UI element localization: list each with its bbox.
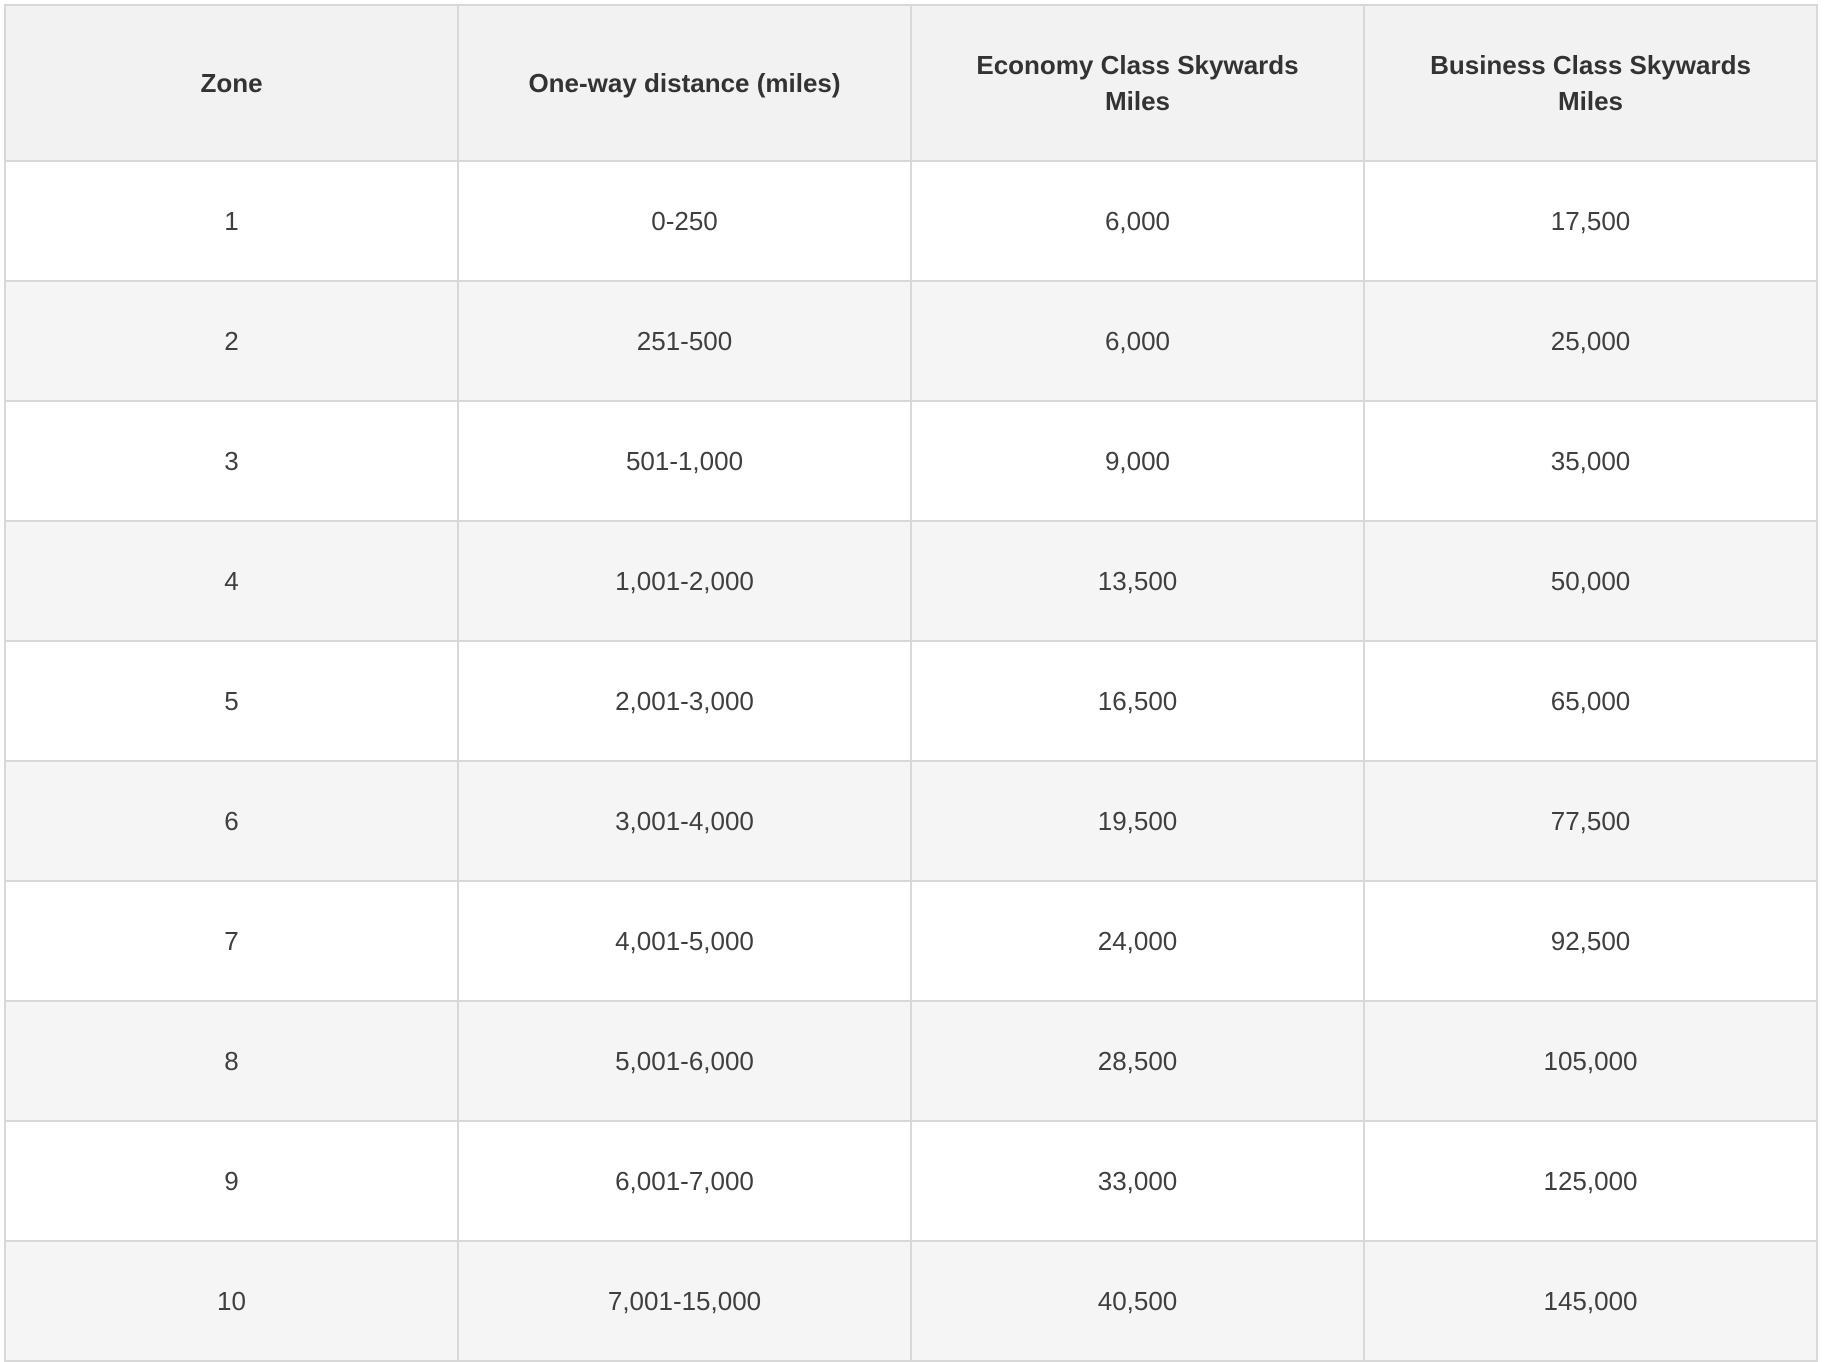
column-header-economy-miles: Economy Class Skywards Miles <box>910 4 1365 162</box>
column-header-business-miles: Business Class Skywards Miles <box>1363 4 1818 162</box>
table-row-zone-1: 1 0-250 6,000 17,500 <box>4 160 1818 282</box>
table-row-zone-10: 10 7,001-15,000 40,500 145,000 <box>4 1240 1818 1362</box>
distance-cell: 5,001-6,000 <box>457 1000 912 1122</box>
business-miles-cell: 125,000 <box>1363 1120 1818 1242</box>
business-miles-cell: 145,000 <box>1363 1240 1818 1362</box>
business-miles-cell: 50,000 <box>1363 520 1818 642</box>
zone-cell: 10 <box>4 1240 459 1362</box>
economy-miles-cell: 6,000 <box>910 280 1365 402</box>
zone-cell: 4 <box>4 520 459 642</box>
business-miles-cell: 65,000 <box>1363 640 1818 762</box>
economy-miles-cell: 40,500 <box>910 1240 1365 1362</box>
table-row-zone-5: 5 2,001-3,000 16,500 65,000 <box>4 640 1818 762</box>
distance-cell: 2,001-3,000 <box>457 640 912 762</box>
table-row-zone-9: 9 6,001-7,000 33,000 125,000 <box>4 1120 1818 1242</box>
business-miles-cell: 35,000 <box>1363 400 1818 522</box>
business-miles-cell: 25,000 <box>1363 280 1818 402</box>
zone-cell: 7 <box>4 880 459 1002</box>
zone-cell: 6 <box>4 760 459 882</box>
economy-miles-cell: 9,000 <box>910 400 1365 522</box>
distance-cell: 4,001-5,000 <box>457 880 912 1002</box>
zone-cell: 3 <box>4 400 459 522</box>
table-row-zone-7: 7 4,001-5,000 24,000 92,500 <box>4 880 1818 1002</box>
table-row-zone-3: 3 501-1,000 9,000 35,000 <box>4 400 1818 522</box>
distance-cell: 6,001-7,000 <box>457 1120 912 1242</box>
column-header-label: Business Class Skywards Miles <box>1430 49 1751 116</box>
distance-cell: 7,001-15,000 <box>457 1240 912 1362</box>
economy-miles-cell: 24,000 <box>910 880 1365 1002</box>
economy-miles-cell: 13,500 <box>910 520 1365 642</box>
zone-cell: 2 <box>4 280 459 402</box>
column-header-label: Economy Class Skywards Miles <box>976 49 1299 116</box>
table-row-zone-4: 4 1,001-2,000 13,500 50,000 <box>4 520 1818 642</box>
distance-cell: 3,001-4,000 <box>457 760 912 882</box>
table-row-zone-8: 8 5,001-6,000 28,500 105,000 <box>4 1000 1818 1122</box>
table-row-zone-2: 2 251-500 6,000 25,000 <box>4 280 1818 402</box>
distance-cell: 1,001-2,000 <box>457 520 912 642</box>
skywards-miles-table: Zone One-way distance (miles) Economy Cl… <box>4 4 1818 1362</box>
column-header-one-way-distance: One-way distance (miles) <box>457 4 912 162</box>
economy-miles-cell: 19,500 <box>910 760 1365 882</box>
zone-cell: 9 <box>4 1120 459 1242</box>
column-header-label: Zone <box>200 67 263 98</box>
economy-miles-cell: 33,000 <box>910 1120 1365 1242</box>
business-miles-cell: 105,000 <box>1363 1000 1818 1122</box>
economy-miles-cell: 28,500 <box>910 1000 1365 1122</box>
table-row-zone-6: 6 3,001-4,000 19,500 77,500 <box>4 760 1818 882</box>
distance-cell: 501-1,000 <box>457 400 912 522</box>
zone-cell: 8 <box>4 1000 459 1122</box>
column-header-zone: Zone <box>4 4 459 162</box>
business-miles-cell: 17,500 <box>1363 160 1818 282</box>
zone-cell: 1 <box>4 160 459 282</box>
zone-cell: 5 <box>4 640 459 762</box>
economy-miles-cell: 6,000 <box>910 160 1365 282</box>
distance-cell: 251-500 <box>457 280 912 402</box>
column-header-label: One-way distance (miles) <box>528 67 841 98</box>
economy-miles-cell: 16,500 <box>910 640 1365 762</box>
business-miles-cell: 92,500 <box>1363 880 1818 1002</box>
business-miles-cell: 77,500 <box>1363 760 1818 882</box>
header-row: Zone One-way distance (miles) Economy Cl… <box>4 4 1818 162</box>
distance-cell: 0-250 <box>457 160 912 282</box>
